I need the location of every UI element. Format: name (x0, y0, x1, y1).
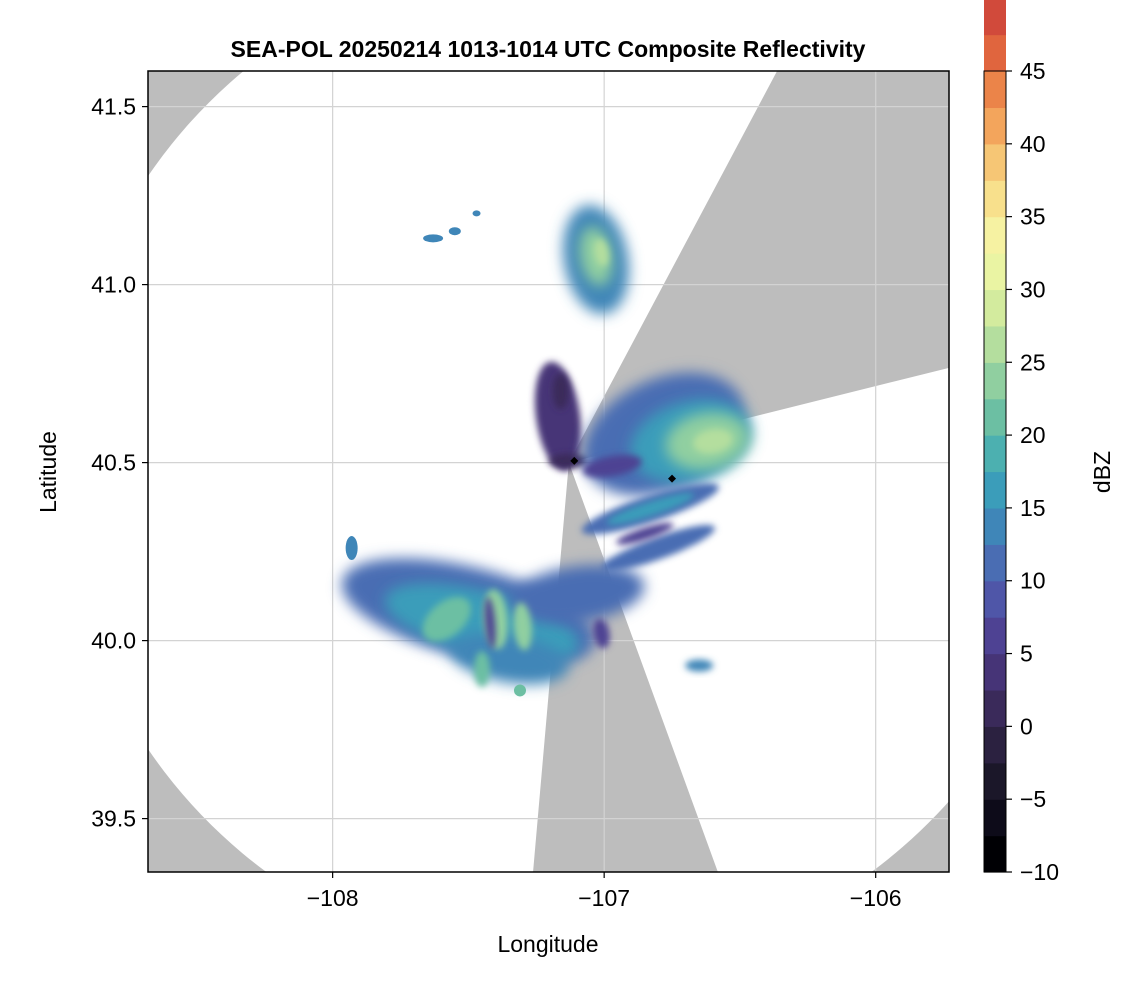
colorbar-swatch (984, 653, 1006, 691)
colorbar-swatch (984, 253, 1006, 291)
colorbar-swatch (984, 71, 1006, 109)
echo-near-radar-south (548, 453, 589, 468)
echo-speck-1 (448, 227, 461, 236)
site-markers (570, 456, 677, 483)
y-tick-label: 40.0 (91, 628, 136, 654)
echo-northeast-cell-peak (692, 428, 733, 454)
echo-southeast-band-2 (601, 525, 715, 572)
echo-speck-2 (472, 210, 481, 217)
y-axis-label: Latitude (35, 431, 61, 513)
colorbar-tick-label: 30 (1020, 276, 1046, 302)
echo-southwest-gap (593, 618, 610, 649)
colorbar-tick-label: 25 (1020, 349, 1046, 375)
site-marker (570, 456, 579, 465)
colorbar-swatch (984, 180, 1006, 218)
echo-speck-4 (345, 536, 358, 561)
colorbar-swatch (984, 799, 1006, 837)
echo-southwest-core-3 (513, 602, 532, 651)
colorbar-tick-label: 5 (1020, 641, 1033, 667)
echo-north-cell-peak (594, 238, 609, 267)
echo-near-radar-core (552, 373, 569, 410)
echo-southwest-gap-2 (484, 596, 496, 649)
colorbar-swatch (984, 689, 1006, 727)
echo-speck-5 (685, 659, 714, 672)
colorbar-tick-label: 40 (1020, 131, 1046, 157)
colorbar-swatch (984, 471, 1006, 509)
colorbar-swatch (984, 762, 1006, 800)
echo-southeast-band-3 (616, 522, 674, 545)
x-tick-label: −107 (578, 885, 630, 911)
colorbar-tick-label: 20 (1020, 422, 1046, 448)
echo-southeast-band-1-core (606, 493, 695, 525)
colorbar-swatch (984, 362, 1006, 400)
reflectivity-echoes (341, 205, 752, 697)
x-tick-label: −108 (307, 885, 359, 911)
chart-title: SEA-POL 20250214 1013-1014 UTC Composite… (231, 36, 866, 62)
y-tick-label: 39.5 (91, 806, 136, 832)
echo-near-radar (534, 361, 582, 471)
colorbar-swatch (984, 726, 1006, 764)
colorbar-tick-label: 45 (1020, 58, 1046, 84)
echo-speck-3 (423, 234, 444, 243)
colorbar-label: dBZ (1089, 451, 1115, 493)
colorbar-tick-label: −10 (1020, 859, 1059, 885)
y-axis-ticks: 39.5 40.0 40.5 41.0 41.5 (91, 94, 148, 832)
colorbar-tick-label: 35 (1020, 204, 1046, 230)
colorbar-swatch (984, 617, 1006, 655)
colorbar (983, 0, 1007, 873)
colorbar-swatch (984, 34, 1006, 72)
plot-frame (147, 70, 950, 873)
colorbar-tick-label: 15 (1020, 495, 1046, 521)
echo-southwest-speck (513, 684, 526, 697)
colorbar-swatch (984, 580, 1006, 618)
colorbar-swatch (984, 216, 1006, 254)
colorbar-tick-label: 10 (1020, 568, 1046, 594)
y-tick-label: 40.5 (91, 450, 136, 476)
colorbar-swatch (984, 544, 1006, 582)
colorbar-swatch (984, 835, 1006, 873)
colorbar-swatch (984, 435, 1006, 473)
site-marker (668, 474, 677, 483)
colorbar-swatch (984, 398, 1006, 436)
colorbar-ticks: −10 −5 0 5 10 15 20 25 30 35 40 45 (1006, 58, 1059, 885)
colorbar-swatch (984, 143, 1006, 181)
x-axis-ticks: −108 −107 −106 (307, 872, 902, 911)
colorbar-frame (983, 70, 1007, 873)
x-axis-label: Longitude (497, 931, 598, 957)
radar-coverage-disk (148, 71, 949, 872)
colorbar-swatch (984, 325, 1006, 363)
colorbar-swatch (984, 289, 1006, 327)
echo-northeast-cell-edge (582, 455, 642, 478)
x-tick-label: −106 (850, 885, 902, 911)
colorbar-tick-label: 0 (1020, 713, 1033, 739)
echo-southwest-band-east (509, 565, 645, 624)
echo-southwest-core-4 (473, 651, 490, 688)
y-tick-label: 41.5 (91, 94, 136, 120)
echo-southwest-core-1 (422, 597, 471, 642)
colorbar-tick-label: −5 (1020, 786, 1046, 812)
colorbar-swatch (984, 107, 1006, 145)
colorbar-swatch (984, 507, 1006, 545)
colorbar-swatch (984, 0, 1006, 36)
y-tick-label: 41.0 (91, 272, 136, 298)
plot-area (148, 71, 949, 872)
